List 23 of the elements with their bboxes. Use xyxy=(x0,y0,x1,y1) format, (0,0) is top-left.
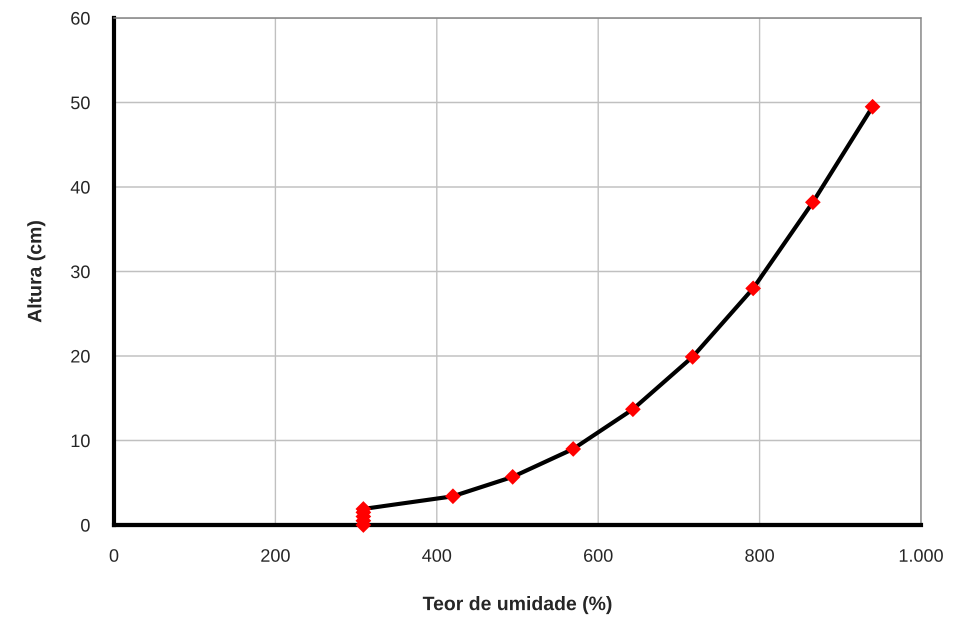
point xyxy=(625,402,640,417)
point xyxy=(566,441,581,457)
point xyxy=(505,469,520,484)
x-tick-label: 800 xyxy=(745,549,774,562)
x-axis-title: Teor de umidade (%) xyxy=(422,596,612,614)
point xyxy=(445,488,461,504)
y-axis-title: Altura (cm) xyxy=(27,221,46,322)
x-tick-label: 0 xyxy=(110,549,118,562)
y-tick-label: 20 xyxy=(71,350,90,363)
y-tick-label: 50 xyxy=(71,96,90,110)
y-tick-label: 30 xyxy=(70,265,90,278)
y-tick-label: 0 xyxy=(81,518,90,532)
point xyxy=(746,280,761,296)
y-tick-label: 40 xyxy=(70,180,90,194)
y-tick-label: 10 xyxy=(72,434,90,448)
x-tick-label: 1.000 xyxy=(900,549,943,562)
x-tick-label: 400 xyxy=(422,549,452,562)
x-tick-label: 200 xyxy=(261,549,290,562)
point xyxy=(865,99,880,114)
y-tick-label: 60 xyxy=(71,12,90,25)
point xyxy=(805,194,820,210)
point xyxy=(685,349,700,364)
x-tick-label: 600 xyxy=(584,549,613,562)
